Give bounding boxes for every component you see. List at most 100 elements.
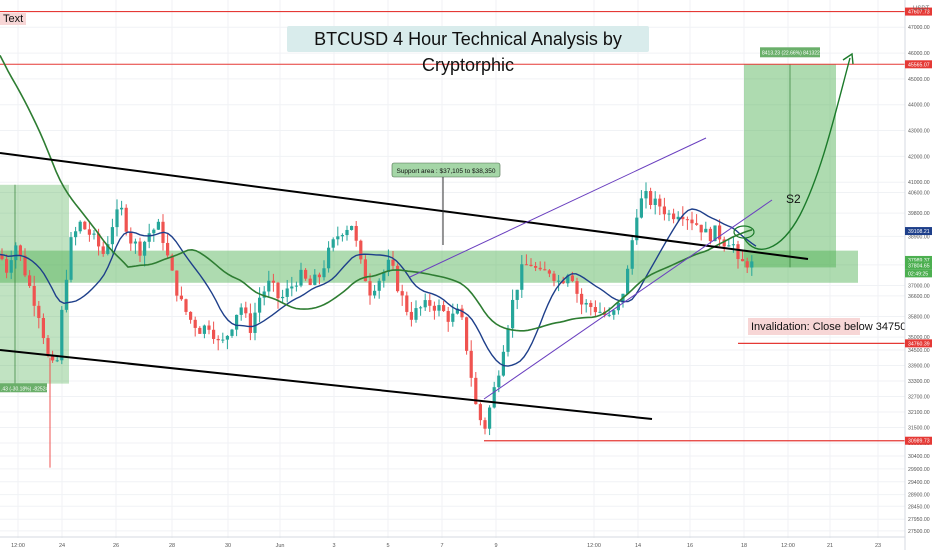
candle-body bbox=[423, 300, 427, 308]
candle-body bbox=[414, 308, 418, 320]
candle-body bbox=[340, 235, 344, 237]
candle-body bbox=[281, 296, 285, 299]
candle-body bbox=[469, 350, 473, 378]
candle-body bbox=[258, 297, 262, 313]
candle-body bbox=[552, 273, 556, 281]
x-tick-label: 3 bbox=[332, 543, 335, 549]
y-tick-label: 27500.00 bbox=[908, 529, 930, 535]
candle-body bbox=[639, 198, 643, 218]
x-tick-label: 16 bbox=[687, 543, 693, 549]
candle-body bbox=[644, 191, 648, 199]
candle-body bbox=[699, 224, 703, 233]
y-tick-label: 29400.00 bbox=[908, 480, 930, 486]
candle-body bbox=[681, 216, 685, 220]
candle-body bbox=[515, 289, 519, 300]
y-tick-label: 47000.00 bbox=[908, 25, 930, 31]
candle-body bbox=[419, 307, 423, 309]
invalidation-price-tag: 34760.39 bbox=[908, 341, 930, 347]
candle-body bbox=[731, 244, 735, 246]
candle-body bbox=[244, 307, 248, 314]
candle-body bbox=[198, 327, 202, 334]
candle-body bbox=[708, 228, 712, 242]
candle-body bbox=[92, 233, 96, 235]
x-tick-label: 21 bbox=[827, 543, 833, 549]
chart-title-box: BTCUSD 4 Hour Technical Analysis by Cryp… bbox=[287, 26, 649, 75]
candle-body bbox=[9, 260, 13, 273]
candle-body bbox=[685, 219, 689, 221]
reversal-circle bbox=[733, 225, 755, 239]
candle-body bbox=[382, 271, 386, 281]
candle-body bbox=[354, 225, 358, 241]
wedge-upper-line bbox=[409, 137, 707, 278]
s2-label: S2 bbox=[786, 192, 801, 206]
candle-body bbox=[175, 270, 179, 296]
candle-body bbox=[543, 269, 547, 271]
y-tick-label: 32700.00 bbox=[908, 395, 930, 401]
chart-title: BTCUSD 4 Hour Technical Analysis by Cryp… bbox=[314, 29, 622, 75]
candle-body bbox=[336, 236, 340, 240]
candle-body bbox=[193, 319, 197, 328]
candle-body bbox=[18, 245, 22, 256]
current-price-tag-2-bg bbox=[905, 261, 932, 270]
current-price-tag-2: 37804.65 bbox=[908, 263, 930, 269]
target-price-tag: 45565.07 bbox=[908, 62, 930, 68]
timer-tag-bg bbox=[905, 269, 932, 278]
candle-body bbox=[152, 229, 156, 234]
x-tick-label: 12:00 bbox=[587, 543, 601, 549]
candle-body bbox=[566, 275, 570, 284]
y-tick-label: 46000.00 bbox=[908, 51, 930, 57]
candle-body bbox=[0, 254, 4, 260]
candle-body bbox=[474, 377, 478, 405]
candle-body bbox=[202, 325, 206, 334]
candle-body bbox=[14, 245, 18, 261]
candle-body bbox=[120, 207, 124, 210]
y-tick-label: 41000.00 bbox=[908, 180, 930, 186]
candle-body bbox=[248, 313, 252, 333]
y-tick-label: 37000.00 bbox=[908, 283, 930, 289]
candle-body bbox=[483, 420, 487, 429]
candle-body bbox=[110, 227, 114, 245]
ma-blue-line bbox=[0, 208, 757, 367]
top-price-tag-bg bbox=[905, 7, 932, 16]
candle-body bbox=[547, 270, 551, 274]
candle-body bbox=[584, 302, 588, 305]
candle-body bbox=[653, 198, 657, 206]
candle-body bbox=[28, 275, 32, 287]
candle-body bbox=[386, 259, 390, 272]
candle-body bbox=[69, 237, 73, 280]
y-tick-label: 36600.00 bbox=[908, 294, 930, 300]
candle-body bbox=[492, 387, 496, 408]
x-tick-label: 12:00 bbox=[11, 543, 25, 549]
candle-body bbox=[221, 339, 225, 341]
wedge-lower-line bbox=[483, 199, 773, 400]
candle-body bbox=[676, 216, 680, 220]
candle-body bbox=[60, 309, 64, 361]
x-tick-label: 28 bbox=[169, 543, 175, 549]
candle-body bbox=[538, 267, 542, 270]
y-tick-label: 44000.00 bbox=[908, 103, 930, 109]
candle-body bbox=[626, 268, 630, 294]
candle-body bbox=[271, 280, 275, 283]
candle-body bbox=[377, 280, 381, 291]
candle-body bbox=[524, 264, 528, 266]
channel-lower-line bbox=[0, 349, 653, 420]
candle-body bbox=[722, 239, 726, 247]
candle-body bbox=[432, 305, 436, 311]
y-tick-label: 27950.00 bbox=[908, 517, 930, 523]
candle-body bbox=[156, 221, 160, 230]
y-tick-label: 28900.00 bbox=[908, 493, 930, 499]
candle-body bbox=[598, 311, 602, 313]
candle-body bbox=[106, 244, 110, 254]
candle-body bbox=[451, 313, 455, 322]
channel-upper-line bbox=[0, 152, 809, 260]
candle-body bbox=[235, 314, 239, 330]
y-tick-label: 29900.00 bbox=[908, 467, 930, 473]
candle-body bbox=[294, 285, 298, 287]
y-tick-label: 42000.00 bbox=[908, 154, 930, 160]
candle-body bbox=[437, 305, 441, 311]
candle-body bbox=[101, 246, 105, 254]
candle-body bbox=[373, 290, 377, 296]
candle-body bbox=[230, 329, 234, 336]
candle-body bbox=[124, 207, 128, 232]
